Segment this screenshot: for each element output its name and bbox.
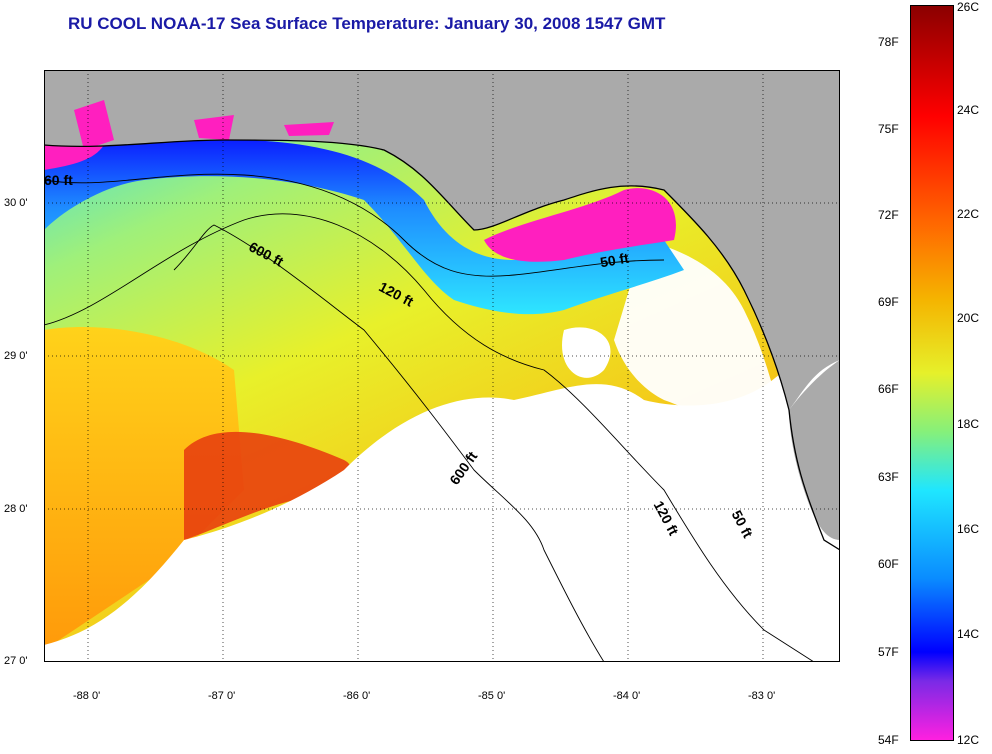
contour-600ft — [173, 224, 605, 662]
colorbar-celsius-label: 22C — [957, 207, 980, 221]
colorbar-fahrenheit-label: 60F — [878, 557, 899, 571]
shelf-water-cold — [44, 137, 684, 315]
lat-gridlines — [44, 202, 840, 662]
warm-water-core — [184, 431, 351, 540]
colorbar-fahrenheit-label: 69F — [878, 295, 899, 309]
temperature-colorbar — [910, 5, 954, 741]
lat-tick-label: 27 0' — [4, 655, 28, 667]
colorbar-fahrenheit-label: 54F — [878, 733, 899, 747]
lon-tick-label: -83 0' — [748, 690, 776, 702]
cloud-cover-south — [44, 360, 840, 662]
colorbar-fahrenheit-label: 57F — [878, 645, 899, 659]
colorbar-celsius-label: 18C — [957, 417, 980, 431]
lat-tick-label: 28 0' — [4, 503, 28, 515]
lon-tick-label: -87 0' — [208, 690, 236, 702]
colorbar-fahrenheit-label: 78F — [878, 35, 899, 49]
cloud-patch — [562, 327, 611, 378]
colorbar-celsius-label: 12C — [957, 733, 980, 747]
colorbar-celsius-label: 26C — [957, 0, 980, 14]
cloud-cover-florida — [614, 240, 784, 460]
contour-60ft — [44, 173, 665, 277]
warm-water-southwest — [44, 326, 244, 650]
land-florida — [789, 360, 840, 540]
colorbar-celsius-label: 16C — [957, 522, 980, 536]
colorbar-fahrenheit-label: 63F — [878, 470, 899, 484]
colorbar-celsius-label: 20C — [957, 311, 980, 325]
coastal-cold-west — [44, 145, 104, 170]
map-title: RU COOL NOAA-17 Sea Surface Temperature:… — [68, 14, 666, 33]
colorbar-celsius-label: 24C — [957, 103, 980, 117]
colorbar-fahrenheit-label: 72F — [878, 208, 899, 222]
contour-label-60ft: 60 ft — [44, 172, 73, 188]
land-north — [44, 70, 840, 410]
sst-map — [44, 70, 840, 662]
lat-tick-label: 29 0' — [4, 350, 28, 362]
lon-tick-label: -84 0' — [613, 690, 641, 702]
colorbar-fahrenheit-label: 75F — [878, 122, 899, 136]
bay-central — [194, 115, 234, 140]
lon-tick-label: -85 0' — [478, 690, 506, 702]
lat-tick-label: 30 0' — [4, 197, 28, 209]
coastline — [44, 139, 840, 551]
colorbar-celsius-label: 14C — [957, 627, 980, 641]
bay-north — [284, 122, 334, 136]
lon-tick-label: -88 0' — [73, 690, 101, 702]
map-border — [44, 70, 840, 662]
bay-west — [74, 100, 114, 150]
lon-gridlines — [87, 70, 764, 662]
lon-tick-label: -86 0' — [343, 690, 371, 702]
colorbar-fahrenheit-label: 66F — [878, 382, 899, 396]
